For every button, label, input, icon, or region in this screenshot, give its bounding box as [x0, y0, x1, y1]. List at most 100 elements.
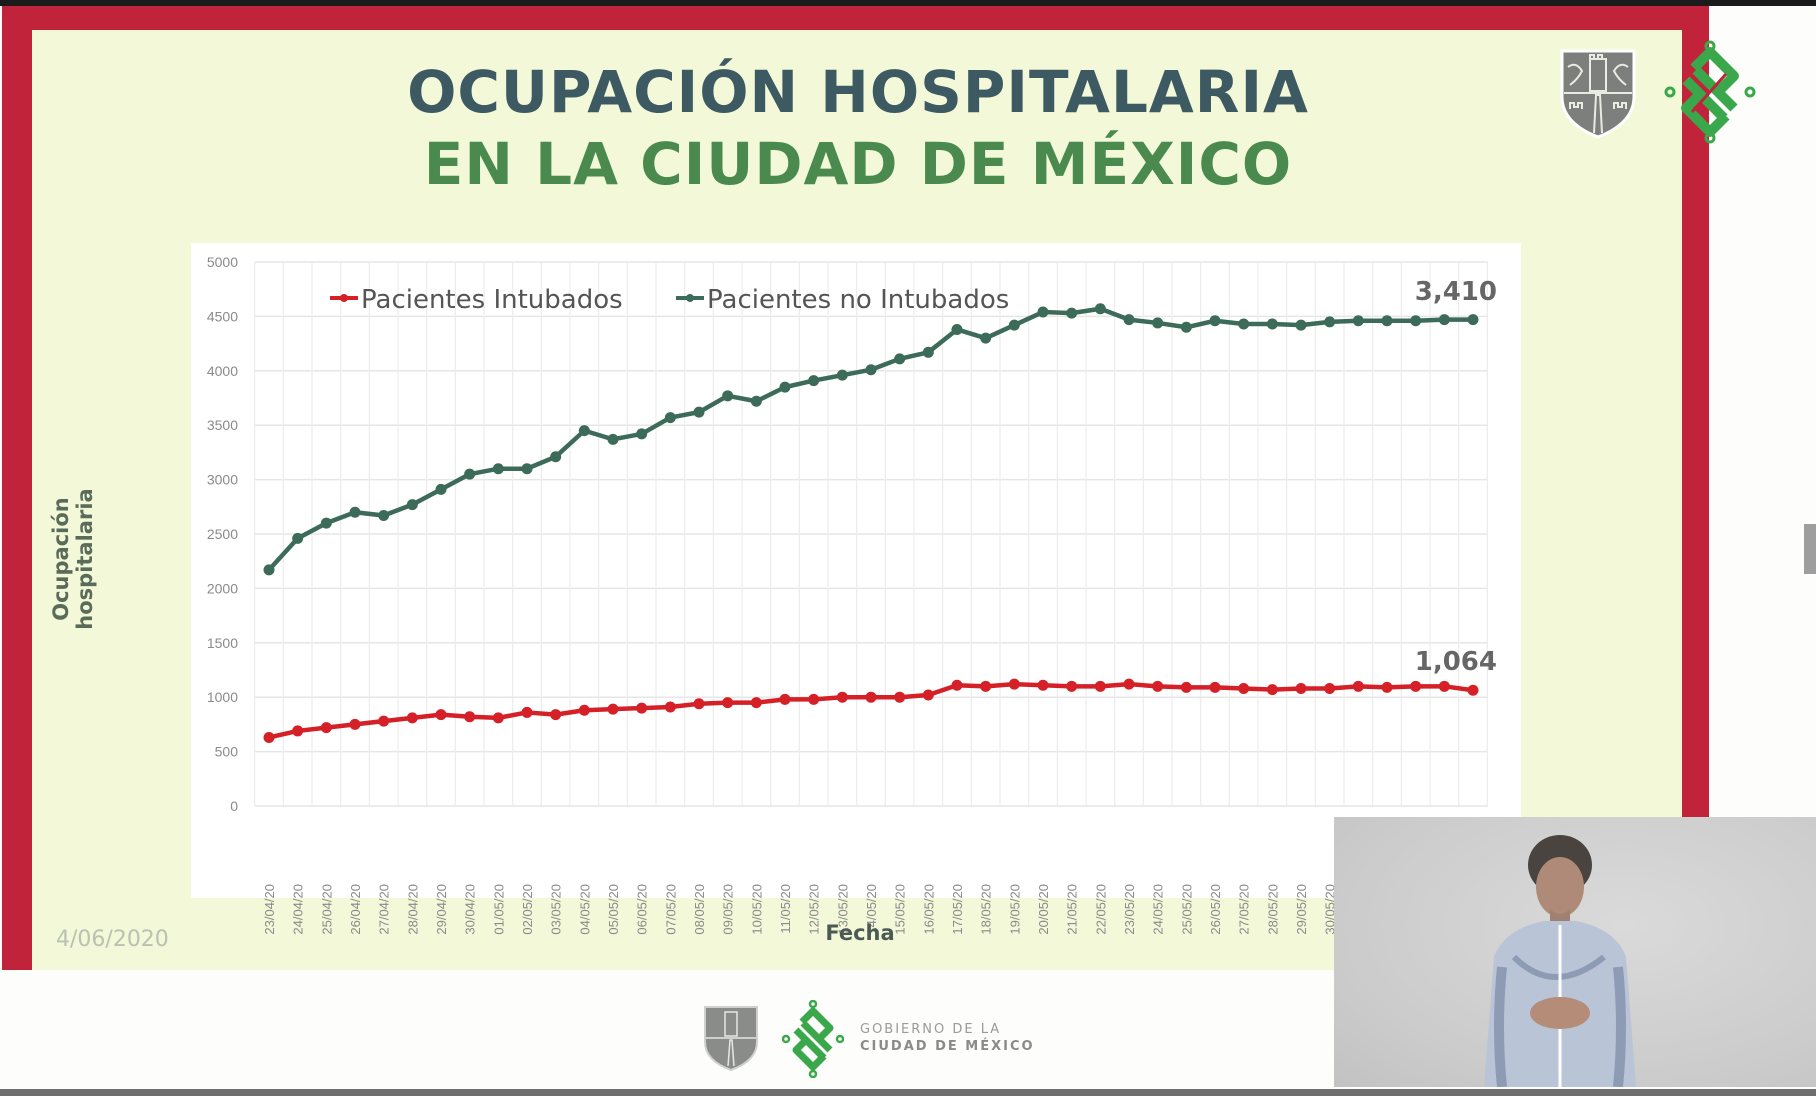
x-tick-label: 25/04/20 — [319, 884, 334, 935]
x-tick-label: 23/05/20 — [1122, 884, 1137, 935]
data-point-no-intubados — [1152, 317, 1164, 329]
footer-text-line2-bold: CIUDAD DE MÉXICO — [860, 1039, 1035, 1054]
data-point-no-intubados — [636, 428, 648, 440]
x-tick-label: 12/05/20 — [807, 884, 822, 935]
data-point-intubados — [1266, 684, 1278, 696]
data-point-no-intubados — [836, 369, 848, 381]
data-point-intubados — [865, 691, 877, 703]
data-point-intubados — [406, 712, 418, 724]
data-point-no-intubados — [578, 425, 590, 437]
data-label-intubados: 1,064 — [1415, 647, 1497, 677]
legend-label-no-intubados: Pacientes no Intubados — [707, 285, 1009, 315]
chart-grid — [254, 261, 1488, 807]
data-point-intubados — [1123, 678, 1135, 690]
side-panel-handle[interactable] — [1804, 524, 1816, 574]
data-point-no-intubados — [951, 323, 963, 335]
interpreter-figure-icon — [1484, 835, 1636, 1087]
cdmx-knot-logo-icon — [1664, 40, 1756, 144]
data-point-intubados — [693, 698, 705, 710]
y-tick-label: 3500 — [207, 417, 238, 433]
data-point-no-intubados — [292, 532, 304, 544]
data-point-no-intubados — [406, 499, 418, 511]
data-point-no-intubados — [1180, 321, 1192, 333]
data-point-no-intubados — [1324, 316, 1336, 328]
x-tick-label: 08/05/20 — [692, 884, 707, 935]
data-point-no-intubados — [1008, 319, 1020, 331]
y-axis-ticks: 0 500 1000 1500 2000 2500 3000 3500 4000 4500 5000 — [207, 254, 238, 814]
x-tick-label: 02/05/20 — [520, 884, 535, 935]
data-point-no-intubados — [1209, 315, 1221, 327]
x-tick-label: 26/04/20 — [348, 884, 363, 935]
legend-marker-no-intubados — [686, 294, 694, 302]
data-point-no-intubados — [922, 346, 934, 358]
data-point-intubados — [1037, 679, 1049, 691]
x-tick-label: 20/05/20 — [1036, 884, 1051, 935]
x-tick-label: 13/05/20 — [835, 884, 850, 935]
x-tick-label: 15/05/20 — [893, 884, 908, 935]
data-point-no-intubados — [664, 412, 676, 424]
x-tick-label: 10/05/20 — [749, 884, 764, 935]
data-point-intubados — [607, 703, 619, 715]
data-point-no-intubados — [865, 364, 877, 376]
x-tick-label: 22/05/20 — [1093, 884, 1108, 935]
x-tick-label: 24/04/20 — [291, 884, 306, 935]
data-point-no-intubados — [1066, 307, 1078, 319]
x-tick-label: 23/04/20 — [262, 884, 277, 935]
data-point-intubados — [578, 704, 590, 716]
data-point-intubados — [1008, 678, 1020, 690]
data-label-no-intubados: 3,410 — [1415, 277, 1497, 307]
data-point-no-intubados — [1037, 306, 1049, 318]
data-point-intubados — [722, 697, 734, 709]
data-point-intubados — [435, 709, 447, 721]
x-tick-label: 29/05/20 — [1294, 884, 1309, 935]
slide-title-line1: OCUPACIÓN HOSPITALARIA — [407, 58, 1309, 126]
data-point-no-intubados — [693, 406, 705, 418]
data-point-no-intubados — [1438, 314, 1450, 326]
data-point-no-intubados — [980, 332, 992, 344]
data-point-no-intubados — [263, 564, 275, 576]
data-point-no-intubados — [435, 483, 447, 495]
data-point-no-intubados — [550, 451, 562, 463]
data-point-intubados — [951, 679, 963, 691]
data-point-no-intubados — [1381, 315, 1393, 327]
x-tick-label: 24/05/20 — [1151, 884, 1166, 935]
data-point-intubados — [550, 709, 562, 721]
footer-text-line1: GOBIERNO DE LA — [860, 1022, 1002, 1037]
data-point-no-intubados — [1467, 314, 1479, 326]
window-bottom-bar — [0, 1089, 1816, 1096]
footer-coat-of-arms-icon — [704, 1006, 758, 1072]
x-axis-ticks: 23/04/20 24/04/20 25/04/20 26/04/20 27/04/20… — [262, 884, 1338, 935]
data-point-no-intubados — [1352, 315, 1364, 327]
data-point-intubados — [1381, 681, 1393, 693]
x-tick-label: 26/05/20 — [1208, 884, 1223, 935]
cdmx-coat-of-arms-icon — [1560, 49, 1636, 139]
data-point-no-intubados — [779, 381, 791, 393]
data-point-intubados — [779, 693, 791, 705]
y-axis-label: Ocupación hospitalaria — [49, 488, 97, 630]
data-point-intubados — [1410, 680, 1422, 692]
data-point-intubados — [636, 702, 648, 714]
data-point-intubados — [1152, 680, 1164, 692]
y-tick-label: 0 — [230, 798, 238, 814]
y-tick-label: 1500 — [207, 635, 238, 651]
x-tick-label: 28/05/20 — [1265, 884, 1280, 935]
data-point-intubados — [349, 718, 361, 730]
data-point-no-intubados — [894, 353, 906, 365]
data-point-no-intubados — [750, 395, 762, 407]
data-point-intubados — [521, 706, 533, 718]
x-tick-label: 30/05/20 — [1323, 884, 1338, 935]
data-point-no-intubados — [1094, 303, 1106, 315]
x-tick-label: 09/05/20 — [721, 884, 736, 935]
data-point-intubados — [1209, 681, 1221, 693]
y-tick-label: 4500 — [207, 308, 238, 324]
y-tick-label: 500 — [215, 744, 239, 760]
data-point-no-intubados — [1238, 318, 1250, 330]
data-point-intubados — [1238, 682, 1250, 694]
data-point-intubados — [1438, 680, 1450, 692]
x-tick-label: 07/05/20 — [663, 884, 678, 935]
x-tick-label: 25/05/20 — [1179, 884, 1194, 935]
chart-background — [191, 243, 1521, 898]
data-point-intubados — [1066, 680, 1078, 692]
data-point-intubados — [836, 691, 848, 703]
